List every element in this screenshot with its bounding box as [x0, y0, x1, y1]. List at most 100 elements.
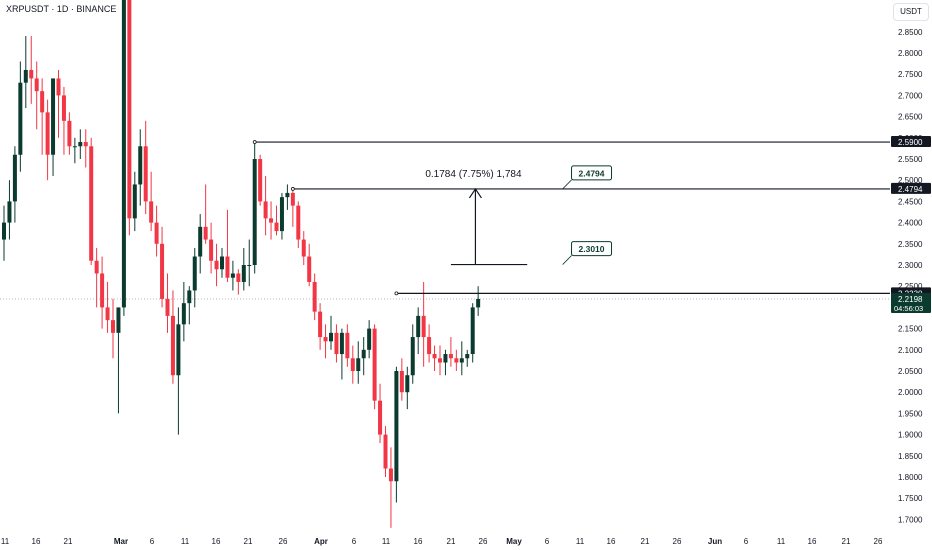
candle [459, 341, 464, 376]
candle [116, 307, 121, 414]
callout-box [571, 241, 613, 257]
candle [61, 86, 66, 155]
candle-body [181, 303, 186, 325]
line-anchor [252, 140, 257, 144]
x-tick-label: 6 [744, 537, 749, 546]
candle-body [465, 354, 470, 359]
candle-body [312, 281, 317, 312]
candle [160, 226, 165, 308]
candle [416, 307, 421, 355]
candle-body [372, 328, 377, 401]
candle-body [105, 307, 110, 321]
candle-body [67, 120, 72, 147]
candle-body [83, 142, 88, 147]
candle [214, 243, 219, 287]
candle-body [334, 332, 339, 355]
candle-body [170, 315, 175, 376]
candle-body [78, 142, 83, 147]
candle [236, 269, 241, 295]
price-callout: 2.4794 [562, 165, 613, 190]
candle [34, 61, 39, 130]
x-tick-label: 11 [576, 537, 585, 546]
candle [111, 298, 115, 359]
candle-body [143, 146, 148, 202]
candle-body [307, 256, 312, 282]
candle [448, 337, 453, 367]
candle [318, 303, 323, 350]
candle [323, 324, 328, 359]
candle-body [339, 332, 344, 355]
candle-body [209, 239, 214, 261]
x-tick-label: 26 [479, 537, 488, 546]
candle [2, 205, 6, 261]
candle [290, 188, 295, 227]
candle [454, 349, 459, 371]
y-tick-label: 2.6500 [898, 113, 923, 122]
y-tick-label: 2.1500 [898, 325, 923, 334]
candle-body [301, 239, 306, 257]
x-tick-label: 21 [447, 537, 456, 546]
candle [56, 69, 61, 138]
y-tick-label: 2.4000 [898, 219, 923, 228]
candle [121, 0, 126, 316]
candle-body [160, 243, 165, 299]
price-axis-bg [890, 0, 932, 550]
x-tick-label: 21 [244, 537, 253, 546]
candle-body [296, 205, 301, 240]
candle-body [405, 375, 410, 393]
candle-body [132, 184, 137, 219]
y-tick-label: 1.7000 [898, 515, 923, 524]
y-tick-label: 1.9000 [898, 431, 923, 440]
y-tick-label: 1.8000 [898, 473, 923, 482]
y-tick-label: 2.5000 [898, 176, 923, 185]
candle [40, 78, 45, 155]
candle-body [367, 328, 372, 350]
candle-body [388, 468, 393, 482]
candle [127, 0, 132, 236]
candle [378, 383, 383, 444]
candle [438, 345, 442, 376]
candle [443, 349, 448, 376]
candle-body [51, 78, 56, 155]
last-price-tag [891, 293, 931, 314]
candle [100, 256, 105, 329]
candle [192, 248, 197, 308]
candle [209, 222, 214, 274]
candle [383, 426, 388, 477]
candle-body [40, 91, 45, 113]
candle [427, 324, 432, 363]
x-tick-label: Apr [314, 537, 328, 546]
x-tick-label: 16 [607, 537, 616, 546]
candle-body [100, 273, 105, 308]
candle-body [23, 69, 28, 83]
candle [465, 349, 470, 367]
candle-body [138, 146, 143, 185]
currency-button[interactable]: USDT [893, 3, 929, 21]
candle [339, 328, 344, 380]
candle [94, 248, 99, 308]
candle-body [220, 256, 224, 270]
candle [470, 303, 475, 363]
y-tick-label: 2.7000 [898, 91, 923, 100]
candle [258, 154, 263, 206]
candle [421, 281, 426, 367]
candle-body [230, 273, 235, 278]
candle-body [241, 265, 246, 282]
x-tick-label: 16 [414, 537, 423, 546]
candle [220, 248, 224, 278]
candle-body [318, 311, 323, 338]
candle-body [56, 78, 61, 96]
y-tick-label: 2.1000 [898, 346, 923, 355]
candle-body [18, 82, 23, 155]
price-level-tag [891, 182, 931, 194]
candle [149, 171, 154, 232]
candle [334, 324, 339, 363]
candle [176, 307, 181, 435]
candle-body [279, 197, 284, 232]
candle [312, 273, 317, 321]
candle [274, 205, 279, 236]
candle-body [29, 69, 34, 79]
candle [269, 201, 274, 240]
candle-body [225, 256, 230, 278]
